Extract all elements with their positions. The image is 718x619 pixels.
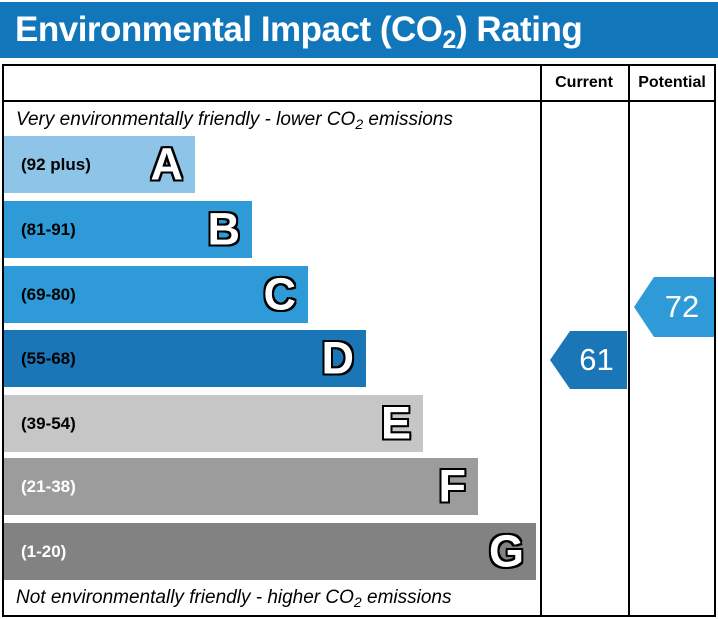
current-value: 61 <box>579 342 614 377</box>
rating-table: Current Potential Very environmentally f… <box>2 64 716 617</box>
top-note-suffix: emissions <box>363 109 453 130</box>
title-bar: Environmental Impact (CO2) Rating <box>0 2 718 58</box>
column-divider-current <box>540 66 542 615</box>
band-range-label: (92 plus) <box>21 154 91 174</box>
band-row-a: (92 plus) A <box>4 136 195 193</box>
bottom-note-prefix: Not environmentally friendly - higher CO <box>16 587 354 608</box>
band-row-c: (69-80) C <box>4 266 308 323</box>
top-note-prefix: Very environmentally friendly - lower CO <box>16 109 356 130</box>
band-range-label: (69-80) <box>21 284 76 304</box>
band-row-g: (1-20) G <box>4 523 536 580</box>
band-letter: E <box>380 397 411 449</box>
band-range-label: (39-54) <box>21 413 76 433</box>
band-range-label: (55-68) <box>21 348 76 368</box>
bottom-note-co2-subscript: 2 <box>353 594 362 610</box>
top-note-co2-subscript: 2 <box>355 116 364 132</box>
co2-subscript: 2 <box>442 26 457 54</box>
page-title: Environmental Impact (CO2) Rating <box>15 10 583 54</box>
page-title-suffix: ) Rating <box>455 10 583 49</box>
band-letter: G <box>488 525 524 577</box>
page-title-prefix: Environmental Impact (CO <box>15 10 443 49</box>
band-letter: B <box>207 203 241 255</box>
header-potential-label: Potential <box>638 74 706 91</box>
band-row-f: (21-38) F <box>4 458 478 515</box>
band-row-b: (81-91) B <box>4 201 252 258</box>
potential-value: 72 <box>664 289 700 324</box>
band-letter: D <box>321 332 355 384</box>
band-row-e: (39-54) E <box>4 395 423 452</box>
header-current-label: Current <box>555 74 613 91</box>
current-marker-arrow: 61 <box>550 331 627 389</box>
band-range-label: (1-20) <box>21 541 67 561</box>
band-letter: A <box>150 138 184 190</box>
bottom-note: Not environmentally friendly - higher CO… <box>16 587 452 610</box>
band-letter: C <box>263 268 297 320</box>
column-divider-potential <box>628 66 630 615</box>
band-range-label: (21-38) <box>21 476 76 496</box>
top-note: Very environmentally friendly - lower CO… <box>16 109 453 132</box>
band-letter: F <box>438 460 467 512</box>
band-range-label: (81-91) <box>21 219 76 239</box>
potential-marker-arrow: 72 <box>634 277 714 337</box>
bottom-note-suffix: emissions <box>361 587 452 608</box>
band-row-d: (55-68) D <box>4 330 366 387</box>
header-divider-line <box>4 100 714 102</box>
